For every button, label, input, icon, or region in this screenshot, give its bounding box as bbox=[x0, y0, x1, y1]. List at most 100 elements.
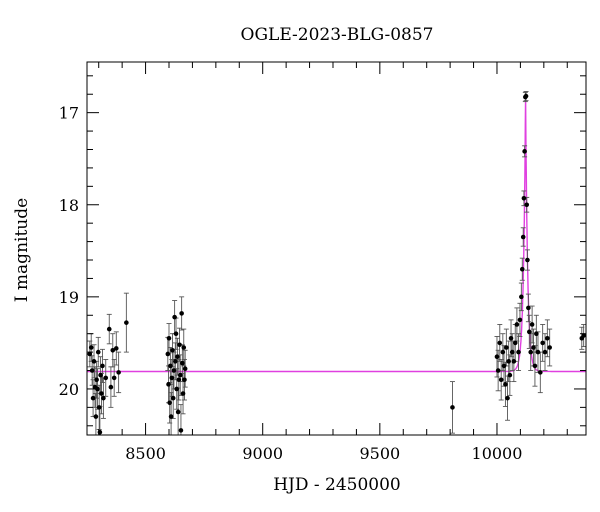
y-axis-label: I magnitude bbox=[12, 198, 32, 302]
data-point bbox=[547, 345, 552, 350]
data-point bbox=[178, 428, 184, 433]
data-point bbox=[531, 345, 536, 350]
data-point bbox=[504, 345, 509, 350]
data-point bbox=[177, 372, 183, 378]
data-point bbox=[503, 382, 508, 387]
data-point bbox=[91, 359, 97, 364]
data-point bbox=[99, 391, 104, 396]
data-point bbox=[511, 359, 517, 364]
data-point bbox=[108, 384, 114, 390]
y-tick-label: 19 bbox=[59, 288, 79, 307]
data-point bbox=[180, 360, 185, 366]
data-point bbox=[103, 375, 109, 381]
data-point bbox=[168, 363, 173, 369]
data-point bbox=[538, 370, 543, 375]
data-point bbox=[526, 305, 531, 311]
data-point bbox=[506, 359, 511, 364]
x-tick-label: 10000 bbox=[472, 444, 523, 463]
tick-layer: 8500 9000 9500 10000 17 18 19 20 bbox=[59, 62, 586, 463]
data-point bbox=[94, 377, 99, 383]
data-point bbox=[519, 294, 524, 300]
data-point bbox=[517, 317, 523, 323]
data-point bbox=[512, 340, 518, 346]
data-point bbox=[534, 331, 539, 336]
data-point bbox=[166, 382, 171, 387]
y-tick-label: 20 bbox=[59, 380, 79, 399]
data-point bbox=[521, 196, 527, 201]
data-point bbox=[525, 257, 530, 263]
data-point bbox=[175, 409, 181, 415]
y-tick-label: 18 bbox=[59, 196, 79, 215]
data-point bbox=[540, 340, 545, 346]
data-point bbox=[174, 386, 180, 392]
data-point bbox=[450, 405, 455, 410]
data-point bbox=[101, 395, 106, 401]
data-point-layer bbox=[87, 93, 586, 435]
data-point bbox=[522, 149, 527, 154]
data-point bbox=[173, 359, 178, 364]
data-point bbox=[494, 354, 500, 360]
data-point bbox=[175, 354, 180, 360]
data-point bbox=[505, 395, 510, 401]
data-point bbox=[106, 326, 112, 332]
data-point bbox=[519, 266, 525, 272]
data-point bbox=[116, 370, 121, 375]
data-point bbox=[527, 329, 532, 335]
data-point bbox=[88, 345, 94, 350]
data-point bbox=[169, 375, 175, 381]
data-point bbox=[167, 400, 172, 406]
data-point bbox=[535, 349, 541, 355]
data-point bbox=[182, 377, 187, 383]
data-point bbox=[171, 368, 177, 373]
y-tick-label: 17 bbox=[59, 104, 79, 123]
data-point bbox=[124, 320, 129, 325]
data-point bbox=[542, 349, 548, 355]
data-point bbox=[182, 366, 188, 371]
data-point bbox=[98, 372, 103, 378]
data-point bbox=[176, 377, 182, 383]
data-point bbox=[90, 395, 96, 401]
data-point bbox=[177, 342, 182, 348]
data-point bbox=[532, 363, 538, 369]
data-point bbox=[165, 351, 171, 357]
data-point bbox=[170, 347, 175, 353]
data-point bbox=[168, 414, 174, 419]
data-point bbox=[528, 349, 534, 355]
data-point bbox=[524, 202, 530, 208]
data-point bbox=[93, 414, 99, 419]
data-point bbox=[509, 349, 515, 355]
errorbar-layer bbox=[87, 91, 587, 436]
x-tick-label: 9000 bbox=[242, 444, 283, 463]
data-point bbox=[95, 349, 101, 355]
data-point bbox=[113, 346, 119, 351]
data-point bbox=[172, 314, 177, 320]
data-point bbox=[96, 405, 102, 410]
chart-title: OGLE-2023-BLG-0857 bbox=[241, 25, 434, 45]
data-point bbox=[581, 333, 586, 338]
data-point bbox=[500, 349, 506, 355]
data-point bbox=[514, 322, 520, 327]
data-point bbox=[529, 322, 535, 327]
plot-frame bbox=[86, 61, 587, 436]
data-point bbox=[170, 395, 176, 401]
data-point bbox=[87, 351, 93, 357]
data-point bbox=[495, 368, 501, 373]
x-axis-label: HJD - 2450000 bbox=[273, 475, 401, 495]
data-point bbox=[180, 391, 186, 396]
x-tick-label: 9500 bbox=[359, 444, 400, 463]
data-point bbox=[111, 375, 117, 381]
data-point bbox=[497, 340, 503, 346]
data-point bbox=[173, 331, 179, 336]
x-tick-label: 8500 bbox=[125, 444, 166, 463]
data-point bbox=[110, 347, 116, 353]
data-point bbox=[100, 363, 105, 369]
data-point bbox=[181, 345, 187, 350]
data-point bbox=[508, 335, 514, 341]
data-point bbox=[520, 234, 526, 240]
data-point bbox=[166, 335, 172, 341]
data-point bbox=[523, 93, 529, 99]
data-point bbox=[507, 372, 513, 378]
data-point bbox=[545, 335, 550, 341]
data-point bbox=[498, 377, 504, 383]
